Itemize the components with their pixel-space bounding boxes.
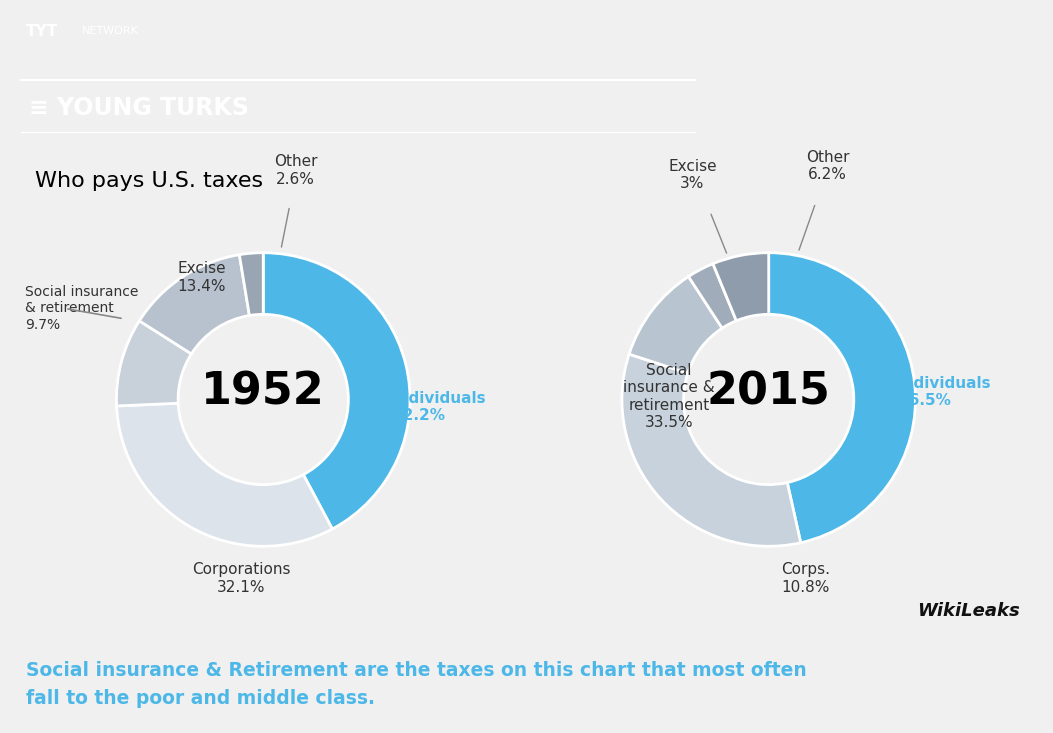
- Text: Social
insurance &
retirement
33.5%: Social insurance & retirement 33.5%: [623, 363, 715, 430]
- Wedge shape: [629, 276, 722, 373]
- Text: Corporations
32.1%: Corporations 32.1%: [192, 562, 291, 594]
- Text: 2015: 2015: [707, 371, 831, 413]
- Wedge shape: [139, 254, 250, 354]
- Wedge shape: [117, 321, 192, 406]
- Text: Individuals
46.5%: Individuals 46.5%: [898, 376, 992, 408]
- Wedge shape: [117, 403, 333, 546]
- Text: Excise
13.4%: Excise 13.4%: [177, 262, 226, 294]
- Text: ≡ YOUNG TURKS: ≡ YOUNG TURKS: [28, 96, 249, 120]
- Text: Other
6.2%: Other 6.2%: [806, 150, 849, 183]
- Text: Corps.
10.8%: Corps. 10.8%: [781, 562, 830, 594]
- Wedge shape: [713, 253, 769, 321]
- Text: Social insurance & Retirement are the taxes on this chart that most often
fall t: Social insurance & Retirement are the ta…: [26, 661, 807, 708]
- Text: NETWORK: NETWORK: [82, 26, 139, 37]
- Text: WikiLeaks: WikiLeaks: [917, 602, 1020, 620]
- Text: TYT: TYT: [26, 24, 59, 39]
- Text: Individuals
42.2%: Individuals 42.2%: [393, 391, 486, 423]
- Text: Social insurance
& retirement
9.7%: Social insurance & retirement 9.7%: [25, 285, 139, 332]
- Wedge shape: [769, 253, 915, 542]
- Text: Who pays U.S. taxes: Who pays U.S. taxes: [35, 172, 263, 191]
- Wedge shape: [263, 253, 410, 529]
- Text: Other
2.6%: Other 2.6%: [274, 154, 317, 187]
- Wedge shape: [689, 264, 736, 328]
- Wedge shape: [622, 354, 800, 546]
- Wedge shape: [239, 253, 263, 315]
- Text: Excise
3%: Excise 3%: [668, 158, 717, 191]
- Text: 1952: 1952: [201, 371, 325, 413]
